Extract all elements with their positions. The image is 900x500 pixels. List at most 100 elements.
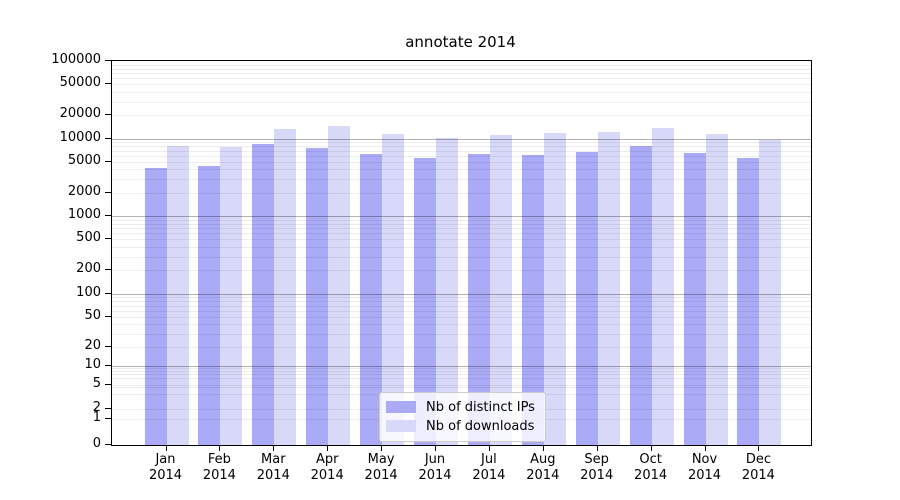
bar-distinct-ips-aug-2014	[521, 154, 544, 445]
gridline-minor	[112, 115, 811, 117]
gridline-minor	[112, 84, 811, 86]
bar-distinct-ips-oct-2014	[629, 146, 652, 445]
x-tick-label: Jul 2014	[457, 452, 521, 484]
y-tick-mark	[105, 292, 111, 294]
x-tick-year: 2014	[364, 468, 398, 483]
x-tick-label: Jan 2014	[134, 452, 198, 484]
x-tick-year: 2014	[472, 468, 506, 483]
y-tick-label: 50	[84, 307, 101, 323]
y-tick-mark	[105, 238, 111, 240]
x-tick-year: 2014	[634, 468, 668, 483]
x-tick-mark	[165, 445, 167, 451]
y-tick-label: 0	[92, 436, 101, 451]
y-tick-label: 20000	[59, 106, 101, 122]
gridline-minor	[112, 78, 811, 80]
x-tick-month: Mar	[261, 452, 286, 467]
legend: Nb of distinct IPs Nb of downloads	[379, 391, 546, 442]
y-tick-label: 5000	[67, 152, 101, 168]
x-tick-month: Dec	[745, 452, 771, 467]
bar-downloads-mar-2014	[274, 129, 297, 445]
gridline-minor	[112, 64, 811, 66]
bar-downloads-oct-2014	[651, 127, 674, 445]
x-tick-month: Jun	[424, 452, 446, 467]
x-tick-year: 2014	[148, 468, 183, 483]
x-tick-month: Jul	[481, 452, 497, 467]
y-tick-label: 5	[92, 376, 101, 392]
y-tick-label: 2000	[67, 183, 101, 199]
bar-distinct-ips-jul-2014	[467, 153, 490, 445]
bar-downloads-nov-2014	[705, 133, 728, 445]
x-tick-mark	[273, 445, 275, 451]
y-tick-mark	[105, 83, 111, 85]
x-tick-year: 2014	[526, 468, 560, 483]
x-tick-year: 2014	[580, 468, 614, 483]
chart-title: annotate 2014	[405, 33, 516, 51]
bar-distinct-ips-mar-2014	[252, 144, 275, 445]
y-tick-mark	[105, 418, 111, 420]
x-tick-mark	[435, 445, 436, 451]
x-tick-year: 2014	[310, 468, 344, 483]
legend-swatch	[386, 401, 416, 413]
x-tick-label: May 2014	[349, 452, 413, 484]
gridline-minor	[112, 68, 811, 70]
bar-downloads-dec-2014	[759, 139, 782, 445]
bar-distinct-ips-sep-2014	[575, 151, 598, 445]
x-tick-year: 2014	[687, 468, 722, 483]
y-tick-label: 10	[84, 357, 101, 372]
x-tick-mark	[219, 445, 221, 451]
x-tick-label: Nov 2014	[673, 452, 737, 484]
legend-label: Nb of distinct IPs	[426, 399, 535, 415]
bar-downloads-aug-2014	[543, 132, 566, 445]
bar-downloads-jun-2014	[436, 137, 458, 445]
bar-downloads-apr-2014	[328, 126, 351, 445]
x-tick-month: Oct	[639, 452, 662, 467]
y-tick-mark	[105, 114, 111, 116]
y-tick-mark	[105, 315, 111, 317]
x-tick-mark	[704, 445, 706, 451]
y-tick-label: 10000	[59, 129, 101, 145]
bar-downloads-jan-2014	[166, 146, 189, 445]
y-tick-mark	[105, 269, 111, 271]
x-tick-label: Mar 2014	[241, 452, 305, 484]
bar-distinct-ips-nov-2014	[683, 153, 706, 445]
legend-label: Nb of downloads	[426, 418, 535, 434]
y-tick-label: 100	[76, 284, 101, 300]
y-tick-label: 200	[76, 261, 101, 277]
x-tick-mark	[327, 445, 329, 451]
y-tick-mark	[105, 384, 111, 386]
plot-area: Nb of distinct IPs Nb of downloads	[111, 60, 812, 446]
x-tick-month: Feb	[207, 452, 231, 467]
x-tick-month: May	[367, 452, 395, 467]
bar-distinct-ips-feb-2014	[198, 165, 221, 445]
bar-downloads-jul-2014	[489, 134, 512, 445]
x-tick-label: Oct 2014	[619, 452, 683, 484]
y-tick-mark	[105, 365, 111, 366]
bar-downloads-sep-2014	[597, 132, 620, 445]
y-tick-label: 500	[76, 230, 101, 246]
x-tick-month: Apr	[315, 452, 339, 467]
x-tick-month: Jan	[155, 452, 176, 467]
x-tick-mark	[542, 445, 544, 451]
bar-distinct-ips-jun-2014	[414, 157, 436, 445]
x-tick-month: Sep	[584, 452, 609, 467]
x-tick-label: Jun 2014	[403, 452, 467, 484]
x-tick-year: 2014	[256, 468, 290, 483]
y-tick-mark	[105, 345, 111, 347]
x-tick-label: Feb 2014	[187, 452, 251, 484]
x-tick-mark	[758, 445, 760, 451]
gridline-minor	[112, 101, 811, 103]
bar-distinct-ips-jan-2014	[144, 167, 167, 445]
x-tick-year: 2014	[741, 468, 775, 483]
x-tick-mark	[650, 445, 652, 451]
x-tick-year: 2014	[418, 468, 452, 483]
y-tick-mark	[105, 137, 111, 139]
x-tick-label: Sep 2014	[565, 452, 629, 484]
gridline-minor	[112, 91, 811, 93]
y-tick-mark	[105, 191, 111, 193]
x-tick-mark	[488, 445, 490, 451]
y-tick-mark	[105, 444, 111, 445]
x-tick-month: Aug	[530, 452, 556, 467]
x-tick-mark	[596, 445, 598, 451]
gridline-minor	[112, 73, 811, 74]
